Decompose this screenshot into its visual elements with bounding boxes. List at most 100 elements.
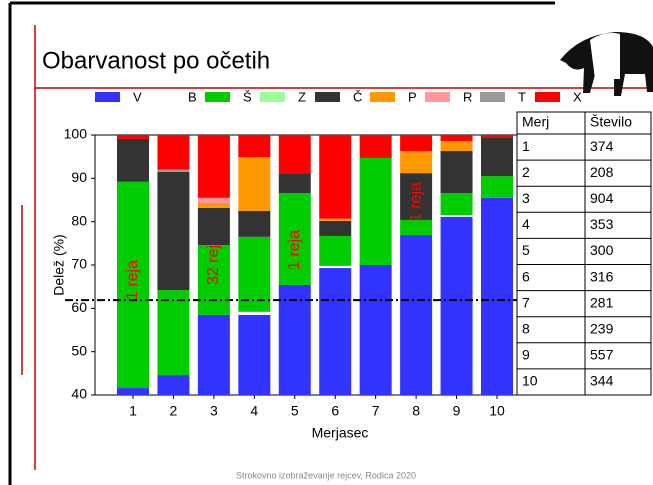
- table-cell: 9: [522, 347, 530, 363]
- bar-segment: [319, 236, 351, 266]
- bar-segment: [157, 375, 189, 395]
- table-cell: 8: [522, 320, 530, 336]
- annotation: 1 reja: [124, 260, 141, 300]
- bar-segment: [238, 135, 270, 157]
- table-cell: 3: [522, 190, 530, 206]
- bar-segment: [319, 266, 351, 268]
- bar-segment: [198, 198, 230, 203]
- legend-swatch: [315, 92, 340, 102]
- legend-swatch: [370, 92, 395, 102]
- footer: Strokovno izobraževanje rejcev, Rodica 2…: [236, 470, 416, 480]
- bar-segment: [400, 151, 432, 173]
- table-cell: 374: [590, 138, 614, 154]
- x-tick-label: 6: [331, 403, 339, 419]
- bar-segment: [319, 219, 351, 221]
- chart: Obarvanost po očetih Strokovno izobražev…: [0, 0, 653, 485]
- bar-segment: [198, 208, 230, 245]
- legend-label: Š: [243, 89, 252, 104]
- legend-label: X: [573, 89, 582, 104]
- bar-segment: [117, 139, 149, 182]
- annotation: 1 reja: [407, 182, 424, 222]
- bar-segment: [481, 198, 513, 395]
- bar-segment: [198, 203, 230, 208]
- bar-segment: [238, 211, 270, 237]
- x-tick-label: 7: [372, 403, 380, 419]
- bar-segment: [441, 135, 473, 141]
- table-header: Število: [590, 114, 632, 130]
- table-cell: 6: [522, 268, 530, 284]
- bar-segment: [238, 312, 270, 315]
- table-cell: 4: [522, 216, 530, 232]
- slide-title: Obarvanost po očetih: [42, 47, 270, 74]
- y-tick-label: 70: [71, 256, 87, 272]
- table-cell: 281: [590, 294, 614, 310]
- bar-segment: [481, 137, 513, 176]
- table-cell: 344: [590, 373, 614, 389]
- legend-swatch: [95, 92, 120, 102]
- table-cell: 300: [590, 242, 614, 258]
- bar-segment: [319, 221, 351, 236]
- bar-segment: [481, 135, 513, 137]
- table-cell: 904: [590, 190, 614, 206]
- x-tick-label: 9: [453, 403, 461, 419]
- legend-label: B: [188, 89, 197, 104]
- table-header: Merj: [522, 114, 549, 130]
- bar-segment: [319, 268, 351, 395]
- bar-segment: [238, 157, 270, 211]
- legend-swatch: [150, 92, 175, 102]
- x-tick-label: 5: [291, 403, 299, 419]
- legend-label: P: [408, 89, 417, 104]
- bar-segment: [157, 135, 189, 170]
- y-tick-label: 90: [71, 169, 87, 185]
- y-tick-label: 40: [71, 386, 87, 402]
- table-cell: 7: [522, 294, 530, 310]
- bar-segment: [157, 170, 189, 172]
- pig-icon: [560, 32, 653, 96]
- bar-segment: [400, 135, 432, 151]
- table-cell: 353: [590, 216, 614, 232]
- bar-segment: [157, 172, 189, 290]
- y-tick-label: 80: [71, 212, 87, 228]
- y-tick-label: 50: [71, 342, 87, 358]
- y-axis-label: Delež (%): [51, 234, 67, 295]
- annotation: 32 rej: [205, 245, 222, 285]
- y-tick-label: 60: [71, 299, 87, 315]
- x-axis-label: Merjasec: [312, 425, 369, 441]
- table-cell: 5: [522, 242, 530, 258]
- bar-segment: [157, 290, 189, 375]
- legend-swatch: [260, 92, 285, 102]
- legend-swatch: [480, 92, 505, 102]
- bar-segment: [441, 141, 473, 151]
- x-tick-label: 10: [489, 403, 505, 419]
- bar-segment: [441, 215, 473, 217]
- y-tick-label: 100: [64, 126, 88, 142]
- bar-segment: [279, 174, 311, 193]
- bar-segment: [279, 135, 311, 174]
- table-cell: 557: [590, 347, 614, 363]
- legend-label: T: [518, 89, 526, 104]
- x-tick-label: 8: [412, 403, 420, 419]
- bar-segment: [319, 135, 351, 219]
- x-tick-label: 1: [129, 403, 137, 419]
- bar-segment: [117, 135, 149, 139]
- table-cell: 239: [590, 320, 614, 336]
- bar-segment: [400, 235, 432, 395]
- x-tick-label: 2: [170, 403, 178, 419]
- legend-swatch: [425, 92, 450, 102]
- bar-segment: [198, 315, 230, 395]
- bar-segment: [117, 388, 149, 395]
- slide: Obarvanost po očetih Strokovno izobražev…: [0, 0, 653, 485]
- bar-segment: [279, 285, 311, 395]
- table-cell: 208: [590, 164, 614, 180]
- bar-segment: [198, 135, 230, 198]
- bar-segment: [441, 217, 473, 395]
- legend-label: V: [133, 89, 142, 104]
- legend-label: R: [463, 89, 472, 104]
- x-tick-label: 3: [210, 403, 218, 419]
- bar-segment: [360, 265, 392, 395]
- table-cell: 1: [522, 138, 530, 154]
- table-cell: 316: [590, 268, 614, 284]
- bar-segment: [360, 135, 392, 158]
- table-cell: 10: [522, 373, 538, 389]
- table-frame: [517, 112, 651, 395]
